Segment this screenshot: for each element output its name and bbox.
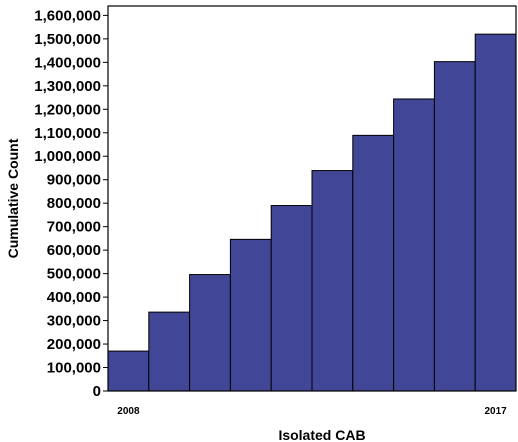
y-tick-label: 100,000 <box>47 360 101 377</box>
y-tick-label: 300,000 <box>47 313 101 330</box>
x-tick-label: 2017 <box>484 406 507 417</box>
bar-2017 <box>474 33 517 392</box>
bar-2013 <box>311 170 354 392</box>
x-axis-title: Isolated CAB <box>278 427 365 442</box>
y-tick-label: 1,400,000 <box>34 54 101 71</box>
y-tick-label: 0 <box>93 383 101 400</box>
bar-2014 <box>352 134 395 392</box>
bar-2009 <box>148 311 191 392</box>
y-tick-label: 600,000 <box>47 242 101 259</box>
x-tick-label: 2008 <box>117 406 140 417</box>
y-tick-label: 900,000 <box>47 172 101 189</box>
y-tick-label: 800,000 <box>47 195 101 212</box>
y-axis-title: Cumulative Count <box>5 138 21 258</box>
y-tick-label: 400,000 <box>47 289 101 306</box>
bar-2011 <box>229 238 272 392</box>
y-tick-label: 1,500,000 <box>34 31 101 48</box>
y-tick-label: 1,300,000 <box>34 78 101 95</box>
x-axis-ticks: 2008 2017 <box>117 406 507 417</box>
y-axis-ticks: 0 100,000 200,000 300,000 400,000 500,000 600,… <box>34 7 108 400</box>
y-tick-label: 500,000 <box>47 266 101 283</box>
y-tick-label: 700,000 <box>47 219 101 236</box>
y-tick-label: 200,000 <box>47 336 101 353</box>
bar-2010 <box>189 274 231 392</box>
y-tick-label: 1,100,000 <box>34 125 101 142</box>
bar-2015 <box>393 98 435 392</box>
bar-2016 <box>433 61 476 392</box>
bar-2012 <box>270 205 313 392</box>
y-tick-label: 1,600,000 <box>34 7 101 24</box>
y-tick-label: 1,200,000 <box>34 101 101 118</box>
bars-group <box>107 33 517 392</box>
plot-area-frame <box>107 5 517 392</box>
bar-2008 <box>107 350 150 392</box>
y-tick-label: 1,000,000 <box>34 148 101 165</box>
